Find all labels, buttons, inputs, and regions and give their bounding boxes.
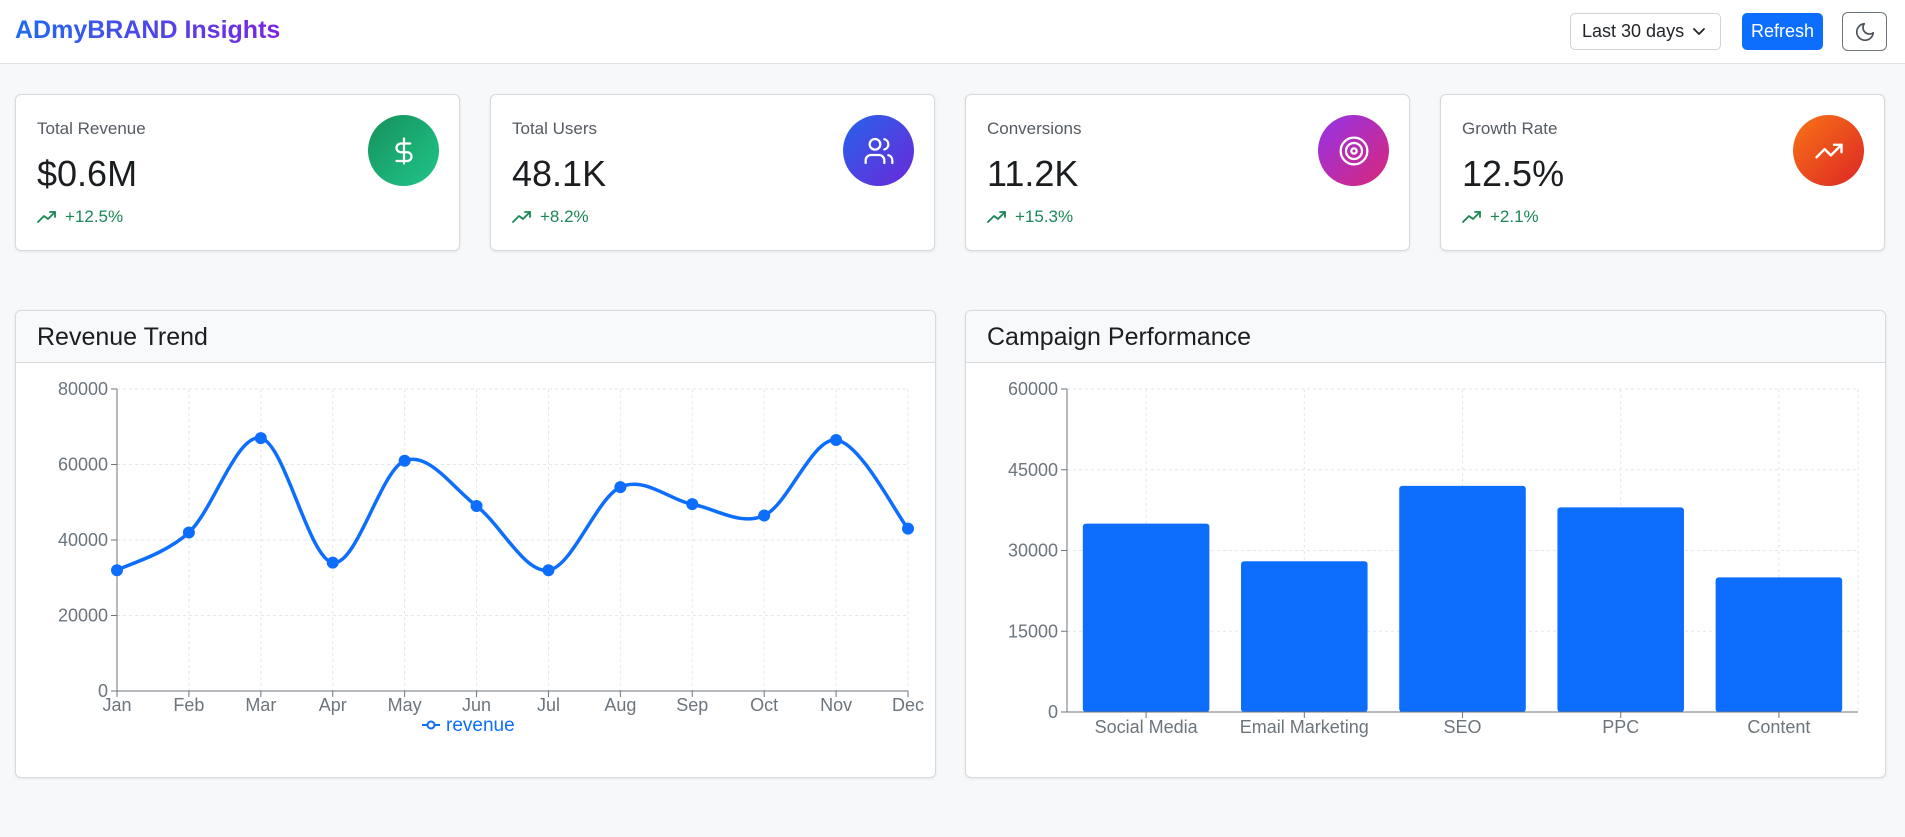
chart-title: Revenue Trend bbox=[37, 323, 208, 351]
x-tick-label: Feb bbox=[173, 695, 204, 715]
trending-up-icon bbox=[1462, 211, 1481, 223]
y-tick-label: 45000 bbox=[1008, 460, 1058, 480]
trending-up-icon bbox=[987, 211, 1006, 223]
data-point bbox=[542, 564, 555, 577]
stat-change-value: +2.1% bbox=[1490, 207, 1539, 226]
trending-up-icon bbox=[512, 211, 531, 223]
x-tick-label: Aug bbox=[604, 695, 636, 715]
brand-title[interactable]: ADmyBRAND Insights bbox=[15, 16, 281, 44]
y-tick-label: 30000 bbox=[1008, 541, 1058, 561]
chart-title: Campaign Performance bbox=[987, 323, 1252, 351]
x-tick-label: Nov bbox=[820, 695, 852, 715]
stat-card-users: Total Users 48.1K +8.2% bbox=[490, 94, 935, 251]
stat-card-conversions: Conversions 11.2K +15.3% bbox=[965, 94, 1410, 251]
x-tick-label: Jan bbox=[102, 695, 131, 715]
bar bbox=[1399, 485, 1526, 712]
data-point bbox=[686, 498, 699, 511]
x-tick-label: PPC bbox=[1602, 717, 1639, 737]
legend-label: revenue bbox=[446, 715, 515, 736]
y-tick-label: 60000 bbox=[1008, 379, 1058, 399]
stat-label: Growth Rate bbox=[1462, 119, 1558, 138]
stat-value: 11.2K bbox=[987, 153, 1079, 194]
chart-header: Revenue Trend bbox=[16, 311, 935, 363]
dollar-icon bbox=[368, 115, 439, 186]
y-tick-label: 0 bbox=[98, 681, 108, 701]
revenue-trend-card: Revenue Trend 0 20000 40000 60000 80000 Jan Fe… bbox=[15, 310, 936, 778]
users-icon bbox=[843, 115, 914, 186]
date-range-value: Last 30 days bbox=[1582, 21, 1685, 41]
y-tick-label: 40000 bbox=[58, 530, 108, 550]
data-point bbox=[830, 433, 843, 446]
data-point bbox=[398, 454, 411, 467]
moon-icon bbox=[1855, 22, 1874, 41]
trending-up-icon bbox=[1793, 115, 1864, 186]
x-tick-label: Mar bbox=[245, 695, 276, 715]
data-point bbox=[614, 481, 627, 494]
x-tick-label: Oct bbox=[750, 695, 778, 715]
y-tick-label: 80000 bbox=[58, 379, 108, 399]
legend-marker-icon bbox=[426, 720, 436, 730]
stat-label: Total Revenue bbox=[37, 119, 146, 138]
stat-change-value: +15.3% bbox=[1015, 207, 1074, 226]
campaign-performance-card: Campaign Performance 0 15000 30000 45000 600… bbox=[965, 310, 1886, 778]
x-tick-label: Social Media bbox=[1095, 717, 1199, 737]
x-tick-label: SEO bbox=[1443, 717, 1481, 737]
stat-change: +2.1% bbox=[1462, 207, 1539, 227]
data-point bbox=[182, 526, 195, 539]
stat-change: +15.3% bbox=[987, 207, 1073, 227]
stat-change-value: +12.5% bbox=[65, 207, 124, 226]
x-tick-label: Apr bbox=[319, 695, 347, 715]
top-navbar: ADmyBRAND Insights Last 30 days Refresh bbox=[0, 0, 1905, 64]
data-point bbox=[111, 564, 123, 577]
data-point bbox=[470, 500, 483, 513]
bar bbox=[1557, 507, 1684, 712]
y-tick-label: 20000 bbox=[58, 606, 108, 626]
x-tick-label: Email Marketing bbox=[1240, 717, 1369, 737]
data-point bbox=[902, 522, 914, 535]
stat-change: +12.5% bbox=[37, 207, 123, 227]
x-tick-label: Dec bbox=[892, 695, 924, 715]
y-tick-label: 60000 bbox=[58, 455, 108, 475]
y-tick-label: 0 bbox=[1048, 702, 1058, 722]
y-tick-label: 15000 bbox=[1008, 621, 1058, 641]
bar bbox=[1082, 523, 1210, 712]
stat-value: 12.5% bbox=[1462, 153, 1565, 194]
stat-label: Total Users bbox=[512, 119, 598, 138]
stat-change: +8.2% bbox=[512, 207, 589, 227]
x-tick-label: May bbox=[388, 695, 422, 715]
stat-value: $0.6M bbox=[37, 153, 138, 194]
chart-legend: revenue bbox=[422, 715, 515, 736]
x-tick-label: Sep bbox=[676, 695, 708, 715]
target-icon bbox=[1318, 115, 1389, 186]
campaign-bar-chart[interactable]: 0 15000 30000 45000 60000 Social Media Email M… bbox=[966, 363, 1886, 777]
data-point bbox=[758, 509, 771, 522]
stat-label: Conversions bbox=[987, 119, 1082, 138]
bar bbox=[1715, 577, 1843, 712]
bar bbox=[1241, 561, 1368, 712]
stat-card-growth: Growth Rate 12.5% +2.1% bbox=[1440, 94, 1885, 251]
x-tick-label: Content bbox=[1747, 717, 1810, 737]
revenue-series-line bbox=[116, 436, 910, 572]
theme-toggle-button[interactable] bbox=[1842, 12, 1887, 51]
date-range-select[interactable]: Last 30 days bbox=[1570, 13, 1721, 50]
trending-up-icon bbox=[37, 211, 56, 223]
refresh-button[interactable]: Refresh bbox=[1742, 13, 1823, 50]
stat-card-revenue: Total Revenue $0.6M +12.5% bbox=[15, 94, 460, 251]
revenue-line-chart[interactable]: 0 20000 40000 60000 80000 Jan Feb Mar Apr May Jun J… bbox=[16, 363, 936, 777]
x-tick-label: Jun bbox=[462, 695, 491, 715]
data-point bbox=[254, 432, 267, 445]
stat-change-value: +8.2% bbox=[540, 207, 589, 226]
chevron-down-icon bbox=[1693, 28, 1705, 35]
x-tick-label: Jul bbox=[537, 695, 560, 715]
chart-header: Campaign Performance bbox=[966, 311, 1885, 363]
stat-value: 48.1K bbox=[512, 153, 607, 194]
data-point bbox=[326, 556, 339, 569]
